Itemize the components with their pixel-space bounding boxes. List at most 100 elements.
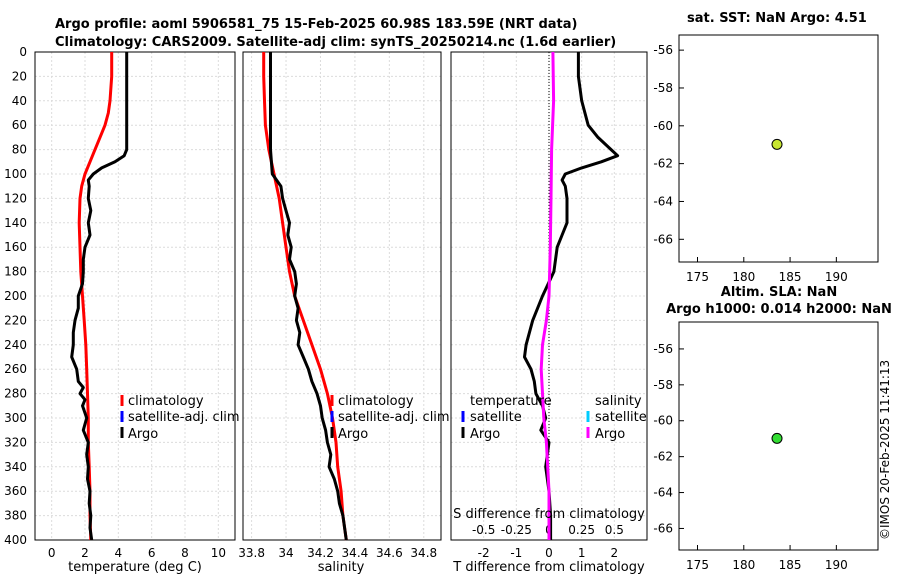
sla-lat-tick-label: -62 [653,450,673,464]
sst-lon-tick-label: 185 [779,270,802,284]
s-diff-tick-label: -0.5 [472,523,495,537]
depth-tick-label: 140 [4,216,27,230]
depth-tick-label: 100 [4,167,27,181]
series-line-argo [269,52,348,541]
temperature-legend: climatology satellite-adj. clim Argo [120,394,240,442]
temperature-tick-label: 8 [181,546,189,560]
legend-label-t-satellite: satellite [470,410,522,425]
salinity-tick-label: 34 [278,546,293,560]
sla-profile-marker [771,432,783,444]
sla-lat-tick-label: -60 [653,414,673,428]
depth-tick-label: 80 [12,143,27,157]
t-diff-tick-label: 2 [611,546,619,560]
axes-box [678,34,879,263]
sst-title: sat. SST: NaN Argo: 4.51 [687,11,867,26]
legend-label-argo: Argo [128,427,158,442]
temperature-tick-label: 10 [211,546,226,560]
legend-label-s-argo: Argo [595,427,625,442]
salinity-tick-label: 34.2 [307,546,334,560]
salinity-tick-label: 34.8 [410,546,437,560]
depth-tick-label: 300 [4,411,27,425]
depth-tick-label: 400 [4,533,27,547]
timestamp-label: ©IMOS 20-Feb-2025 11:41:13 [878,360,892,540]
sst-profile-marker [771,138,783,150]
legend-label-satellite: satellite-adj. clim [338,410,450,425]
depth-tick-label: 40 [12,94,27,108]
t-diff-tick-label: 0 [545,546,553,560]
difference-top-xlabel: S difference from climatology [453,507,645,522]
temperature-tick-label: 6 [148,546,156,560]
temperature-panel: 0204060801001201401601802002202402602803… [4,45,236,560]
temperature-tick-label: 2 [81,546,89,560]
depth-tick-label: 380 [4,509,27,523]
sst-lat-tick-label: -66 [653,232,673,246]
sst-lat-tick-label: -62 [653,157,673,171]
depth-tick-label: 320 [4,435,27,449]
sla-lon-tick-label: 175 [686,558,709,572]
temperature-xlabel: temperature (deg C) [68,560,202,575]
sla-title-line-2: Argo h1000: 0.014 h2000: NaN [666,302,892,317]
sst-lon-tick-label: 175 [686,270,709,284]
sla-lat-tick-label: -58 [653,378,673,392]
depth-tick-label: 60 [12,118,27,132]
sla-lat-tick-label: -56 [653,342,673,356]
sla-map-panel: -56 -58 -60 -62 -64 -66 175 180 185 190 [653,321,879,572]
series-line-t-argo [523,52,620,540]
s-diff-tick-label: 0.25 [568,523,595,537]
depth-tick-label: 280 [4,387,27,401]
s-diff-tick-label: 0.5 [605,523,624,537]
sla-lat-tick-label: -66 [653,521,673,535]
depth-tick-label: 160 [4,240,27,254]
depth-tick-label: 0 [19,45,27,59]
t-diff-tick-label: 1 [578,546,586,560]
depth-tick-label: 180 [4,265,27,279]
title-line-2: Climatology: CARS2009. Satellite-adj cli… [55,35,616,50]
sst-lon-tick-label: 180 [732,270,755,284]
depth-tick-label: 340 [4,460,27,474]
sla-lon-tick-label: 190 [825,558,848,572]
series-line-argo [70,52,129,541]
legend-label-s-satellite: satellite [595,410,647,425]
legend-title-salinity: salinity [595,394,642,409]
t-diff-tick-label: -1 [510,546,522,560]
sla-title-line-1: Altim. SLA: NaN [721,285,837,300]
legend-label-satellite: satellite-adj. clim [128,410,240,425]
depth-tick-label: 20 [12,69,27,83]
depth-tick-label: 120 [4,191,27,205]
sst-lon-tick-label: 190 [825,270,848,284]
depth-tick-label: 200 [4,289,27,303]
salinity-panel: 33.8 34 34.2 34.4 34.6 34.8 [238,51,442,560]
axes-box [242,51,442,541]
t-diff-tick-label: -2 [478,546,490,560]
legend-label-climatology: climatology [338,394,414,409]
legend-label-t-argo: Argo [470,427,500,442]
sst-lat-tick-label: -58 [653,81,673,95]
salinity-xlabel: salinity [318,560,365,575]
temperature-tick-label: 4 [115,546,123,560]
difference-legend: temperature satellite Argo salinity sate… [461,394,647,442]
sla-lat-tick-label: -64 [653,486,673,500]
depth-tick-label: 260 [4,362,27,376]
sla-lon-tick-label: 185 [779,558,802,572]
legend-title-temperature: temperature [470,394,552,409]
depth-tick-label: 240 [4,338,27,352]
title-line-1: Argo profile: aoml 5906581_75 15-Feb-202… [55,17,577,32]
sla-lon-tick-label: 180 [732,558,755,572]
legend-label-climatology: climatology [128,394,204,409]
axes-box [678,321,879,551]
salinity-tick-label: 34.6 [376,546,403,560]
sst-map-panel: -56 -58 -60 -62 -64 -66 175 180 185 190 [653,34,879,284]
axes-box [34,51,236,541]
difference-xlabel: T difference from climatology [452,560,645,575]
s-diff-tick-label: -0.25 [501,523,532,537]
sst-lat-tick-label: -64 [653,194,673,208]
depth-tick-label: 220 [4,313,27,327]
depth-tick-label: 360 [4,484,27,498]
temperature-tick-label: 0 [48,546,56,560]
sst-lat-tick-label: -56 [653,43,673,57]
salinity-legend: climatology satellite-adj. clim Argo [330,394,450,442]
salinity-tick-label: 34.4 [342,546,369,560]
salinity-tick-label: 33.8 [238,546,265,560]
